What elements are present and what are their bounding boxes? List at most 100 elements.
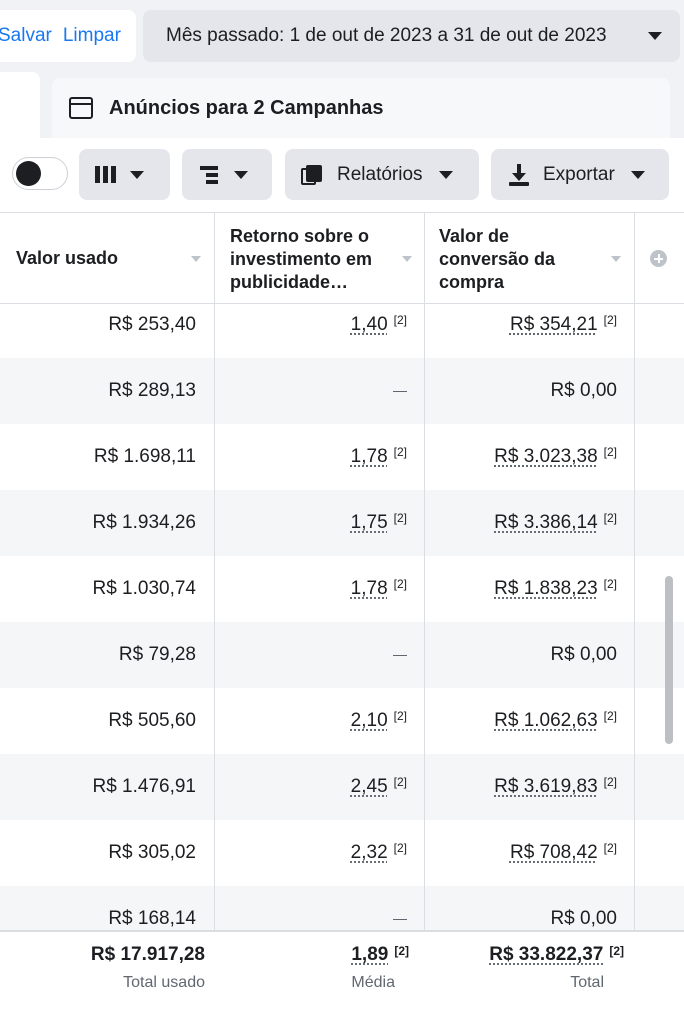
spent-cell: R$ 79,28 bbox=[0, 622, 214, 688]
purchase-value[interactable]: R$ 3.386,14 bbox=[494, 512, 598, 533]
table-row: R$ 1.934,26 1,75 [2] R$ 3.386,14 [2] bbox=[0, 490, 684, 556]
column-header-purchase-value[interactable]: Valor de conversão da compra bbox=[425, 213, 634, 304]
empty-value-dash bbox=[393, 654, 407, 656]
average-roas-label: Média bbox=[351, 974, 395, 991]
chevron-down-icon bbox=[648, 32, 662, 40]
purchase-value[interactable]: R$ 1.838,23 bbox=[494, 578, 598, 599]
footnote: [2] bbox=[603, 841, 617, 855]
footnote: [2] bbox=[393, 577, 407, 591]
reports-button[interactable]: Relatórios bbox=[285, 149, 479, 200]
purchase-value-cell: R$ 3.619,83 [2] bbox=[425, 754, 634, 820]
purchase-value: R$ 0,00 bbox=[550, 380, 617, 401]
spent-cell: R$ 1.476,91 bbox=[0, 754, 214, 820]
save-clear-group: Salvar Limpar bbox=[0, 10, 136, 62]
table-row: R$ 289,13 R$ 0,00 bbox=[0, 358, 684, 424]
clear-button[interactable]: Limpar bbox=[62, 25, 121, 46]
column-divider bbox=[214, 212, 215, 1024]
total-purchase-value[interactable]: R$ 33.822,37 bbox=[489, 944, 604, 965]
chevron-down-icon bbox=[130, 170, 144, 179]
left-panel-edge bbox=[0, 72, 40, 138]
export-label: Exportar bbox=[543, 163, 615, 185]
roas-value[interactable]: 2,45 bbox=[350, 776, 388, 797]
roas-value[interactable]: 1,40 bbox=[350, 314, 388, 335]
spent-cell: R$ 1.698,11 bbox=[0, 424, 214, 490]
footnote: [2] bbox=[603, 709, 617, 723]
roas-cell: 1,40 [2] bbox=[215, 304, 424, 358]
footnote: [2] bbox=[603, 445, 617, 459]
roas-value[interactable]: 2,32 bbox=[350, 842, 388, 863]
sort-icon[interactable] bbox=[191, 256, 201, 262]
total-spent-cell: R$ 17.917,28 Total usado bbox=[0, 932, 214, 1024]
purchase-value-cell: R$ 1.062,63 [2] bbox=[425, 688, 634, 754]
purchase-value[interactable]: R$ 3.023,38 bbox=[494, 446, 598, 467]
columns-button[interactable] bbox=[79, 149, 170, 200]
sort-icon[interactable] bbox=[402, 256, 412, 262]
chevron-down-icon bbox=[438, 170, 453, 179]
spent-value: R$ 1.934,26 bbox=[92, 512, 196, 533]
reports-icon bbox=[301, 164, 323, 185]
add-column-icon[interactable] bbox=[650, 250, 667, 267]
column-header-spent[interactable]: Valor usado bbox=[0, 213, 214, 304]
roas-value[interactable]: 1,78 bbox=[350, 578, 388, 599]
column-divider bbox=[634, 212, 635, 1024]
sort-icon[interactable] bbox=[611, 256, 621, 262]
column-header-line: compra bbox=[439, 272, 505, 292]
save-button[interactable]: Salvar bbox=[0, 25, 52, 46]
empty-value-dash bbox=[393, 918, 407, 920]
table-row: R$ 505,60 2,10 [2] R$ 1.062,63 [2] bbox=[0, 688, 684, 754]
spent-cell: R$ 253,40 bbox=[0, 304, 214, 358]
spent-cell: R$ 505,60 bbox=[0, 688, 214, 754]
roas-cell: 1,78 [2] bbox=[215, 424, 424, 490]
purchase-value[interactable]: R$ 1.062,63 bbox=[494, 710, 598, 731]
footnote: [2] bbox=[393, 313, 407, 327]
roas-cell: 2,10 [2] bbox=[215, 688, 424, 754]
spent-value: R$ 1.476,91 bbox=[92, 776, 196, 797]
purchase-value-cell: R$ 0,00 bbox=[425, 622, 634, 688]
reports-label: Relatórios bbox=[337, 163, 423, 185]
columns-icon bbox=[95, 166, 116, 183]
purchase-value-cell: R$ 3.023,38 [2] bbox=[425, 424, 634, 490]
vertical-scrollbar[interactable] bbox=[665, 576, 673, 744]
purchase-value[interactable]: R$ 3.619,83 bbox=[494, 776, 598, 797]
average-roas-cell: 1,89 [2] Média bbox=[215, 932, 424, 1024]
purchase-value-cell: R$ 0,00 bbox=[425, 886, 634, 932]
purchase-value-cell: R$ 3.386,14 [2] bbox=[425, 490, 634, 556]
spent-cell: R$ 1.934,26 bbox=[0, 490, 214, 556]
chevron-down-icon bbox=[630, 170, 645, 179]
campaign-tab[interactable]: Anúncios para 2 Campanhas bbox=[52, 78, 670, 138]
spent-cell: R$ 289,13 bbox=[0, 358, 214, 424]
spent-value: R$ 505,60 bbox=[108, 710, 196, 731]
export-button[interactable]: Exportar bbox=[491, 149, 669, 200]
footnote: [2] bbox=[609, 944, 624, 958]
breakdown-icon bbox=[200, 165, 218, 184]
spent-value: R$ 289,13 bbox=[108, 380, 196, 401]
footnote: [2] bbox=[393, 709, 407, 723]
footnote: [2] bbox=[393, 775, 407, 789]
date-range-picker[interactable]: Mês passado: 1 de out de 2023 a 31 de ou… bbox=[143, 10, 680, 62]
total-spent-label: Total usado bbox=[123, 974, 205, 991]
spent-cell: R$ 1.030,74 bbox=[0, 556, 214, 622]
roas-value[interactable]: 2,10 bbox=[350, 710, 388, 731]
total-purchase-value-cell: R$ 33.822,37 [2] Total bbox=[425, 932, 634, 1024]
download-icon bbox=[509, 163, 529, 186]
footnote: [2] bbox=[603, 511, 617, 525]
roas-value[interactable]: 1,78 bbox=[350, 446, 388, 467]
spent-value: R$ 1.030,74 bbox=[92, 578, 196, 599]
spent-value: R$ 253,40 bbox=[108, 314, 196, 335]
footnote: [2] bbox=[394, 944, 409, 958]
column-header-roas[interactable]: Retorno sobre o investimento em publicid… bbox=[215, 213, 424, 304]
purchase-value[interactable]: R$ 708,42 bbox=[509, 842, 598, 863]
purchase-value-cell: R$ 1.838,23 [2] bbox=[425, 556, 634, 622]
roas-value[interactable]: 1,75 bbox=[350, 512, 388, 533]
average-roas[interactable]: 1,89 bbox=[351, 944, 389, 965]
total-spent: R$ 17.917,28 bbox=[90, 944, 205, 965]
breakdown-button[interactable] bbox=[182, 149, 272, 200]
toggle-switch[interactable] bbox=[12, 157, 68, 190]
footnote: [2] bbox=[603, 775, 617, 789]
purchase-value: R$ 0,00 bbox=[550, 908, 617, 929]
panel-title: Anúncios para 2 Campanhas bbox=[109, 96, 384, 119]
roas-cell: 2,32 [2] bbox=[215, 820, 424, 886]
purchase-value[interactable]: R$ 354,21 bbox=[509, 314, 598, 335]
spent-cell: R$ 305,02 bbox=[0, 820, 214, 886]
window-icon bbox=[69, 97, 93, 119]
